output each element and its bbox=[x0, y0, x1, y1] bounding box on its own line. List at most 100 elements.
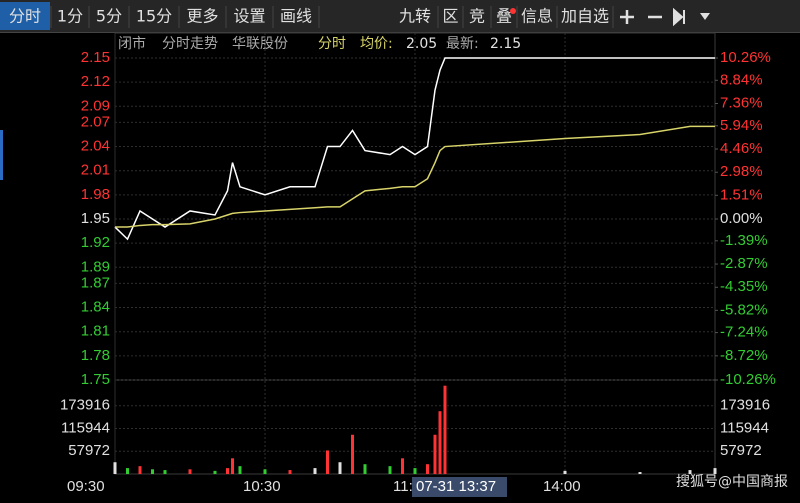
y-tick-label: 1.89 bbox=[81, 258, 110, 275]
tool-button[interactable]: 叠 bbox=[496, 7, 512, 26]
tool-button[interactable]: 加自选 bbox=[561, 7, 609, 26]
step-icon[interactable] bbox=[673, 7, 685, 27]
y2-tick-label: 8.84% bbox=[720, 71, 763, 88]
y2-tick-label: 10.26% bbox=[720, 49, 771, 66]
y2-tick-label: 7.36% bbox=[720, 94, 763, 111]
volume-bar bbox=[351, 434, 354, 474]
volume-bar bbox=[438, 411, 442, 474]
y-tick-label: 1.84 bbox=[81, 299, 110, 316]
tab[interactable]: 1分 bbox=[57, 7, 83, 26]
volume-tick-label: 57972 bbox=[68, 442, 110, 459]
avg-value: 2.05 bbox=[406, 36, 437, 52]
x-tick-label: 09:30 bbox=[67, 478, 105, 495]
y2-tick-label: 4.46% bbox=[720, 140, 763, 157]
y-tick-label: 2.07 bbox=[81, 113, 110, 130]
notice-dot bbox=[510, 8, 516, 14]
y-tick-label: 2.12 bbox=[81, 73, 110, 90]
tab[interactable]: 15分 bbox=[136, 7, 172, 26]
toolbar-icons[interactable] bbox=[620, 7, 710, 27]
volume-bar bbox=[388, 466, 392, 474]
tab[interactable]: 设置 bbox=[233, 7, 265, 26]
volume-bar bbox=[113, 462, 117, 474]
volume-bar bbox=[363, 464, 367, 474]
last-value: 2.15 bbox=[490, 36, 521, 52]
active-tab-bg bbox=[0, 2, 50, 30]
volume-bar bbox=[401, 458, 404, 474]
x-tick-label: 14:00 bbox=[543, 478, 581, 495]
y-tick-label: 1.78 bbox=[81, 347, 110, 364]
tab[interactable]: 更多 bbox=[186, 7, 218, 26]
side-marker bbox=[0, 130, 3, 180]
tool-button[interactable]: 区 bbox=[442, 7, 458, 26]
avg-label: 均价: bbox=[360, 36, 393, 52]
y-tick-label: 1.87 bbox=[81, 274, 110, 291]
volume-bar bbox=[326, 450, 329, 474]
watermark: 搜狐号@中国商报 bbox=[676, 474, 788, 490]
volume-bar bbox=[126, 468, 129, 474]
volume-bar bbox=[263, 469, 267, 474]
toolbar bbox=[0, 0, 800, 32]
volume-bar bbox=[288, 470, 292, 474]
y2-tick-label: -2.87% bbox=[720, 255, 768, 272]
y2-tick-label: -4.35% bbox=[720, 278, 768, 295]
price-line bbox=[114, 57, 715, 241]
y-tick-label: 2.04 bbox=[81, 138, 110, 155]
tab[interactable]: 5分 bbox=[96, 7, 122, 26]
status: 闭市 bbox=[118, 35, 146, 52]
mode: 分时走势 bbox=[162, 36, 218, 52]
volume-bar bbox=[226, 468, 229, 474]
dropdown-icon[interactable] bbox=[700, 13, 710, 20]
y2-tick-label: 0.00% bbox=[720, 210, 763, 227]
y2-tick-label: 5.94% bbox=[720, 117, 763, 134]
tool-button[interactable]: 信息 bbox=[521, 7, 553, 26]
volume-bar bbox=[688, 470, 692, 474]
volume-tick-label-right: 115944 bbox=[720, 419, 769, 436]
volume-bar bbox=[188, 469, 192, 474]
cursor-label: 07-31 13:37 bbox=[416, 478, 496, 495]
volume-bar bbox=[426, 464, 429, 474]
cursor-label-bg bbox=[412, 477, 507, 497]
y-tick-label: 2.01 bbox=[81, 162, 110, 179]
tab[interactable]: 分时 bbox=[9, 7, 41, 26]
y-tick-label: 1.81 bbox=[81, 323, 110, 340]
volume-tick-label-right: 57972 bbox=[720, 442, 762, 459]
volume-bar bbox=[231, 458, 234, 474]
price-line bbox=[115, 125, 715, 228]
volume-bar bbox=[443, 385, 447, 474]
stock-name: 华联股份 bbox=[232, 36, 288, 52]
volume-bar bbox=[638, 472, 642, 474]
tool-button[interactable]: 九转 bbox=[399, 7, 431, 26]
y-tick-label: 1.75 bbox=[81, 371, 110, 388]
volume-bar bbox=[413, 468, 417, 474]
volume-tick-label: 173916 bbox=[60, 397, 110, 414]
volume-bar bbox=[563, 470, 567, 474]
volume-bar bbox=[713, 468, 717, 474]
volume-bar bbox=[238, 466, 242, 474]
volume-bar bbox=[151, 469, 154, 474]
volume-bar bbox=[313, 468, 317, 474]
volume-bar bbox=[213, 470, 217, 474]
tab[interactable]: 画线 bbox=[280, 7, 312, 26]
y2-tick-label: -10.26% bbox=[720, 371, 776, 388]
tool-button[interactable]: 竞 bbox=[469, 7, 485, 26]
y2-tick-label: -7.24% bbox=[720, 324, 768, 341]
volume-bar bbox=[163, 470, 167, 474]
y-tick-label: 2.15 bbox=[81, 49, 110, 66]
volume-bar bbox=[138, 466, 142, 474]
volume-bar bbox=[338, 462, 342, 474]
y-tick-label: 1.95 bbox=[81, 210, 110, 227]
volume-tick-label: 115944 bbox=[61, 419, 110, 436]
y2-tick-label: -8.72% bbox=[720, 347, 768, 364]
volume-tick-label-right: 173916 bbox=[720, 397, 770, 414]
y-tick-label: 1.98 bbox=[81, 186, 110, 203]
y-tick-label: 1.92 bbox=[81, 234, 110, 251]
y2-tick-label: -5.82% bbox=[720, 301, 768, 318]
volume-bar bbox=[433, 434, 437, 474]
y2-tick-label: -1.39% bbox=[720, 232, 768, 249]
x-tick-label: 10:30 bbox=[243, 478, 281, 495]
y2-tick-label: 1.51% bbox=[720, 186, 763, 203]
y-tick-label: 2.09 bbox=[81, 97, 110, 114]
y2-tick-label: 2.98% bbox=[720, 163, 763, 180]
